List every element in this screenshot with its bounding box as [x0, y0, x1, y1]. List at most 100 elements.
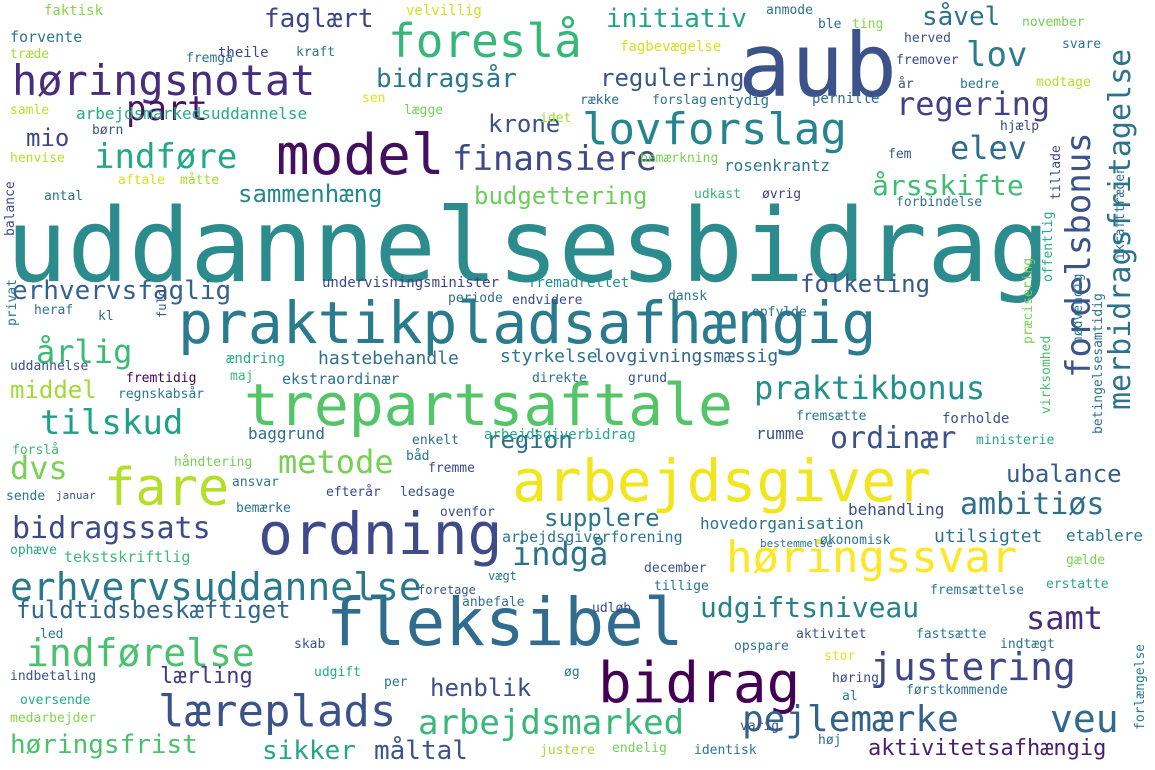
word: bemærkning [640, 151, 719, 166]
word: erhvervsuddannelse [10, 565, 422, 609]
word: aktivitet [796, 627, 867, 642]
word: regering [896, 85, 1051, 123]
word: januar [56, 489, 96, 502]
word: erstatte [1046, 577, 1109, 592]
word: grund [628, 371, 668, 386]
word: lægge [404, 103, 444, 118]
word: undervisningsminister [322, 275, 500, 291]
word: udgiftsniveau [700, 591, 920, 624]
word: al [842, 689, 858, 704]
word: medarbejder [10, 711, 97, 726]
word: bemærke [236, 501, 291, 516]
word: ikrafttræden [1113, 166, 1128, 260]
word: ændring [226, 351, 286, 367]
word: fagbevægelse [620, 39, 722, 55]
word: herved [904, 31, 951, 46]
word: arbejdsgiverforening [502, 528, 683, 546]
word: samt [1026, 599, 1104, 637]
word: sen [362, 91, 386, 106]
word: ubalance [1006, 460, 1122, 488]
word: kl [98, 309, 114, 324]
word: stor [824, 649, 856, 664]
word: tillige [654, 579, 709, 594]
word: initiativ [606, 4, 747, 34]
word: endvidere [512, 293, 583, 308]
word: bidrag [598, 651, 801, 716]
word: krone [488, 110, 561, 138]
word: arbejdsmarked [418, 703, 685, 743]
word: bedre [960, 77, 1000, 92]
word: børn [92, 123, 124, 138]
word: supplere [544, 504, 660, 532]
word: ting [852, 17, 884, 32]
word: år [898, 77, 914, 92]
word: forslå [12, 443, 59, 458]
word: utilsigtet [934, 526, 1043, 547]
word: identisk [694, 743, 757, 758]
word: idet [540, 111, 572, 126]
word: mio [26, 124, 70, 152]
word: virksomhed [1039, 335, 1054, 414]
word: region [486, 426, 573, 454]
word: trepartsaftale [244, 371, 733, 439]
word: aftale [118, 173, 165, 188]
word: praktikpladsafhængig [178, 289, 877, 357]
word: fleksibel [326, 584, 684, 661]
word: bestemmelse [760, 537, 833, 550]
word: tilskud [40, 403, 184, 443]
word: ble [818, 17, 842, 32]
word: entydig [710, 93, 770, 109]
word: anmode [766, 3, 813, 18]
word: hjælp [1000, 119, 1040, 134]
word: vægt [488, 569, 517, 583]
word: svare [1062, 37, 1102, 52]
word: fastsætte [916, 627, 987, 642]
word: periode [448, 291, 503, 306]
word: elev [950, 129, 1028, 167]
word: arbejdsgiver [512, 447, 932, 515]
word: foretage [418, 583, 476, 597]
word: bidragssats [12, 511, 211, 546]
word: led [40, 627, 64, 642]
word: justering [870, 645, 1076, 689]
word: regnskabsår [118, 387, 205, 402]
word: balance [3, 181, 18, 236]
word: udgift [314, 665, 361, 680]
word: række [580, 93, 620, 108]
word: justere [540, 743, 595, 758]
word: folketing [800, 270, 931, 298]
word: indførelse [26, 631, 255, 675]
word: skab [294, 637, 326, 652]
word: høj [818, 733, 842, 748]
word: per [384, 675, 408, 690]
word: træde [10, 47, 50, 62]
word: bidragsår [376, 64, 517, 94]
word: udkast [694, 187, 741, 202]
word: såvel [922, 2, 1001, 32]
word: læreplads [158, 686, 397, 737]
word: etablere [1066, 526, 1144, 545]
word: november [1022, 15, 1085, 30]
word: håndtering [174, 455, 253, 470]
word: høringsnotat [12, 56, 316, 105]
word: heraf [34, 303, 74, 318]
word: ordinær [830, 421, 957, 456]
word: økonomisk [820, 533, 891, 548]
word: arbejdsmarkedsuddannelse [76, 104, 308, 123]
word: faktisk [44, 3, 104, 19]
word: efterår [326, 485, 381, 500]
word: udløb [592, 601, 632, 616]
word: model [276, 123, 445, 188]
word: ovenfor [440, 505, 495, 520]
word: endelig [612, 741, 667, 756]
word: behandling [848, 500, 945, 519]
word: førstkommende [906, 683, 1008, 698]
word: pejlemærke [742, 699, 959, 740]
word: pernille [812, 91, 880, 107]
word: høring [832, 671, 879, 686]
word: baggrund [248, 424, 326, 443]
word: offentlig [1041, 211, 1056, 282]
word: måltal [374, 736, 468, 766]
word: hovedorganisation [700, 514, 864, 533]
word: regulering [600, 64, 745, 92]
